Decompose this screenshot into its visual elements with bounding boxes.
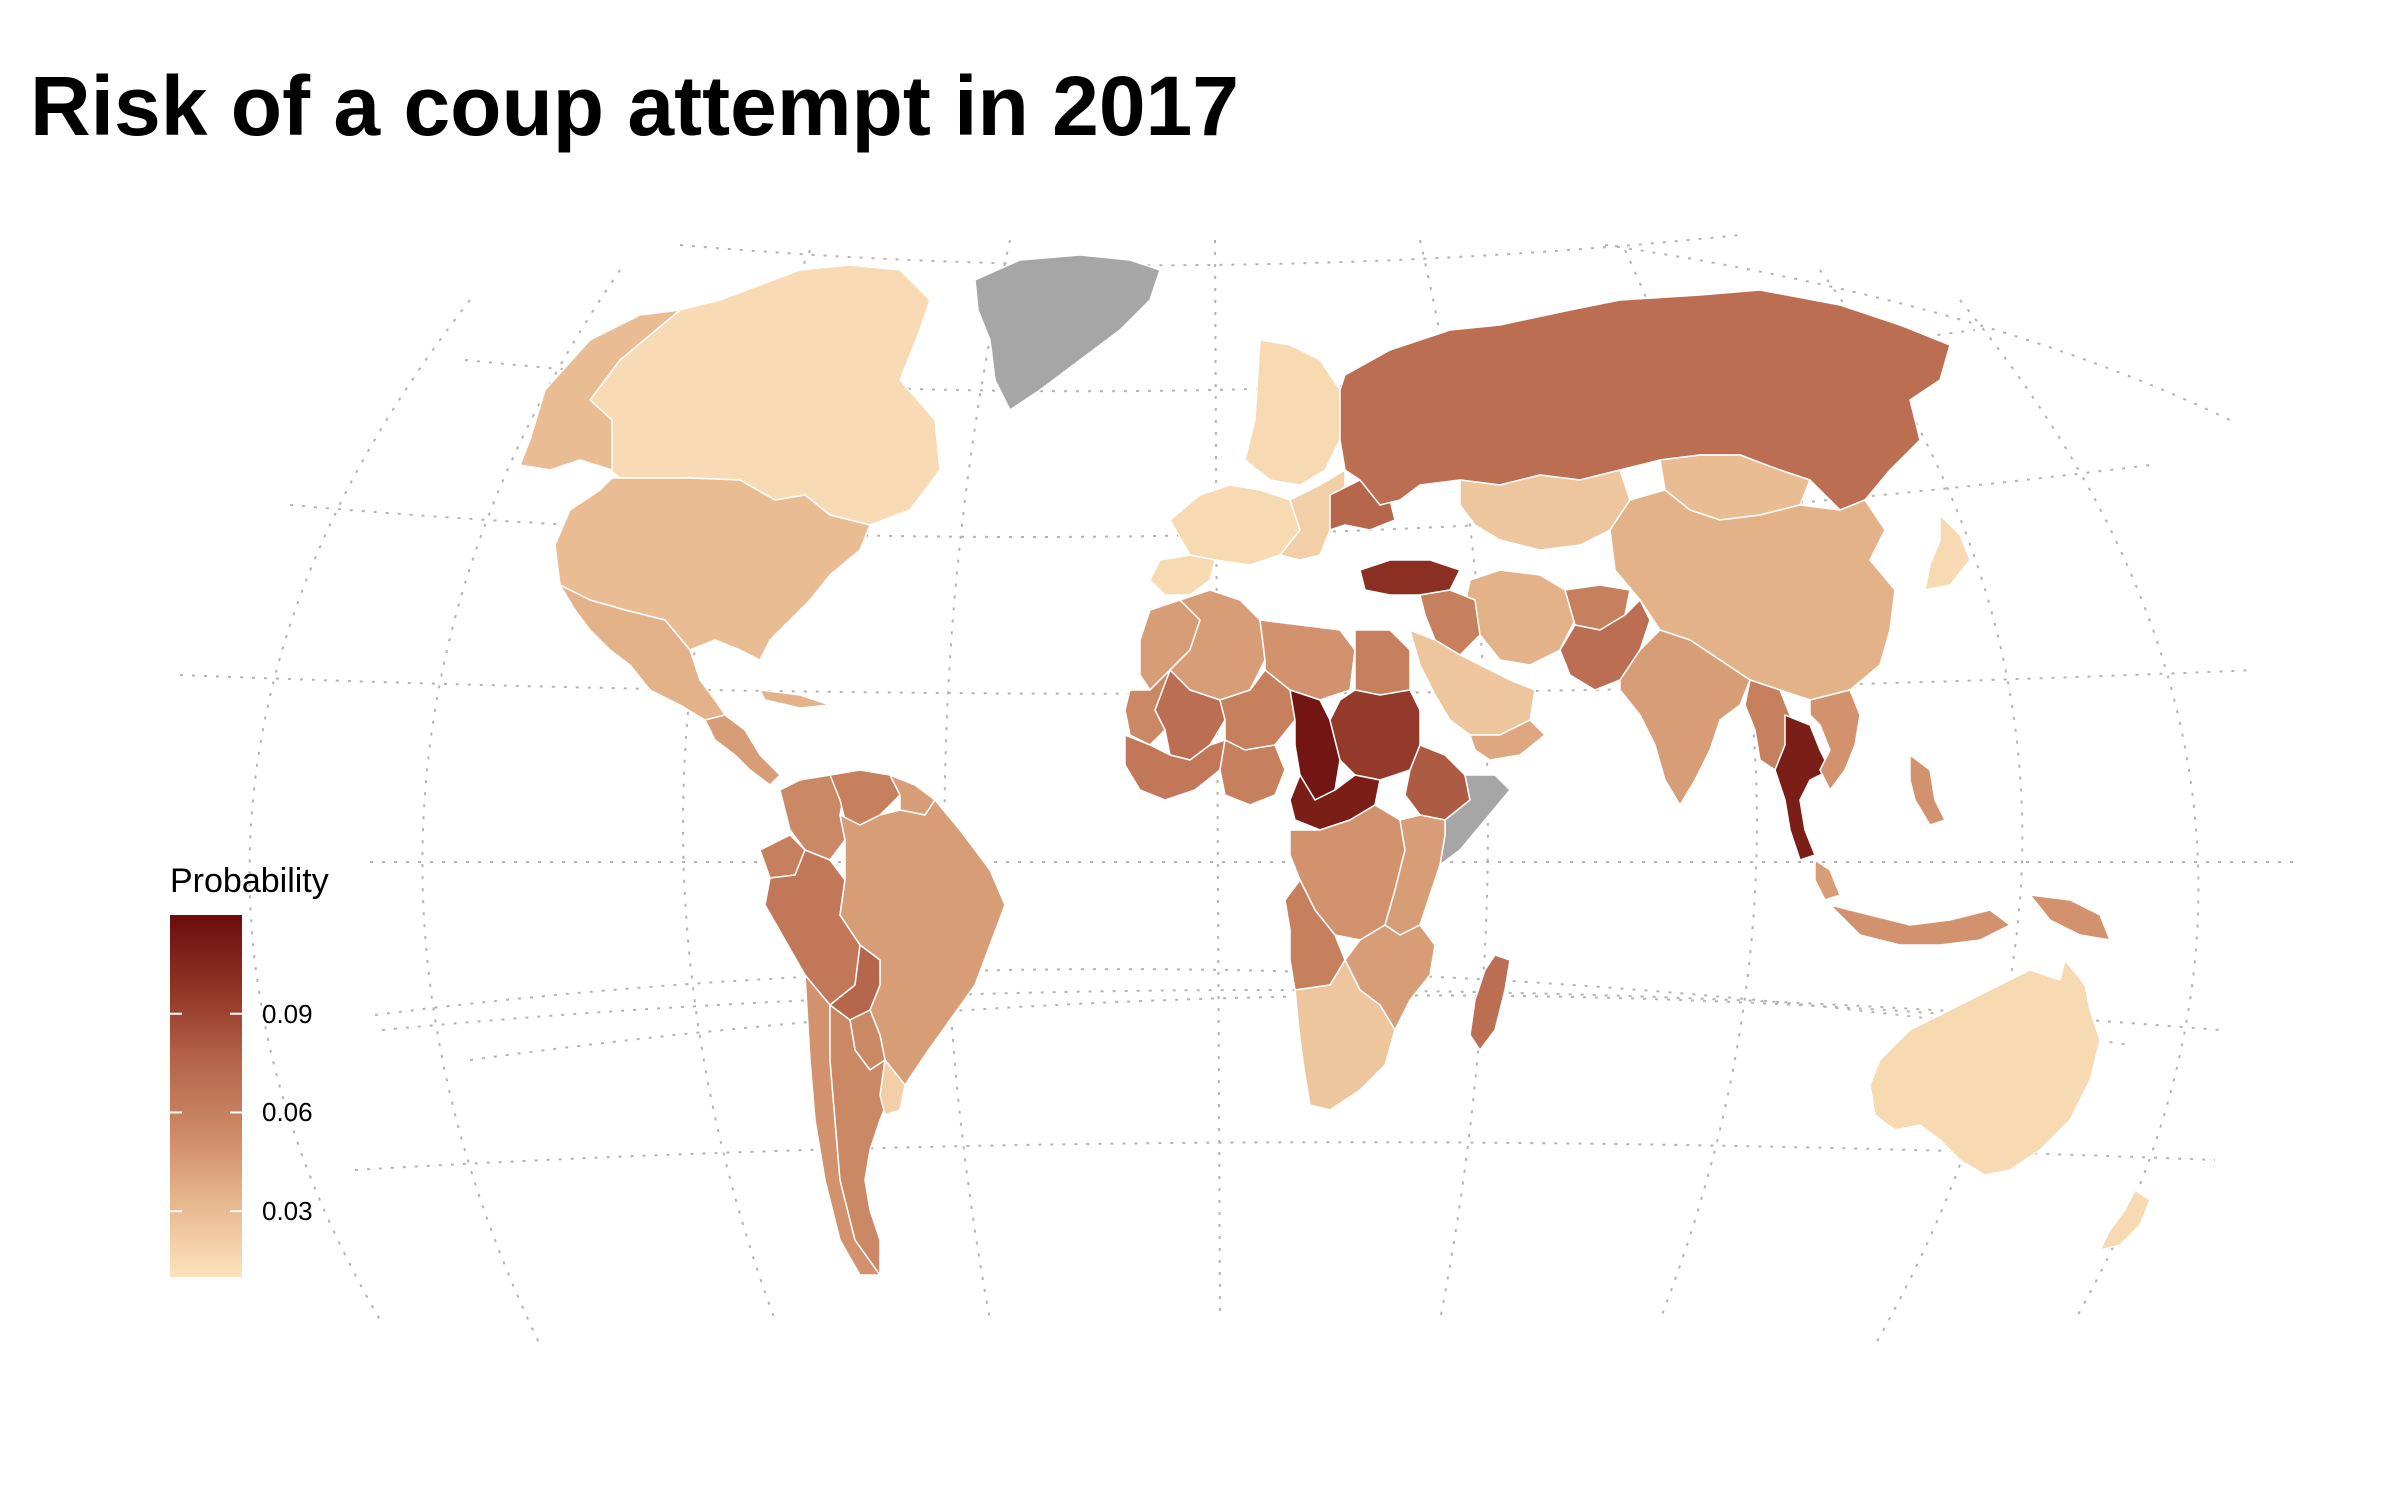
country-indonesia — [1829, 904, 2011, 946]
country-egypt — [1354, 629, 1411, 696]
countries-layer — [519, 254, 2151, 1276]
country-niger — [1219, 669, 1296, 751]
legend-colorbar — [170, 915, 242, 1277]
country-libya — [1259, 619, 1356, 701]
country-papua-new-guinea — [2029, 894, 2111, 941]
country-east-africa — [1384, 814, 1446, 936]
graticule-meridian — [1624, 249, 1758, 1321]
country-iraq-syria — [1419, 589, 1481, 656]
graticule-meridian — [1959, 299, 2200, 1321]
legend-title: Probability — [170, 862, 329, 900]
graticule-meridian — [248, 299, 471, 1321]
graticule-parallel — [354, 1141, 2216, 1171]
country-sudan — [1329, 689, 1421, 781]
country-alaska-usa — [519, 309, 681, 471]
country-india — [1619, 629, 1751, 806]
legend-tick-label: 0.06 — [262, 1097, 313, 1128]
country-yemen — [1469, 719, 1546, 761]
country-turkey — [1359, 559, 1461, 596]
country-new-zealand — [2099, 1189, 2151, 1251]
country-somalia — [1439, 774, 1511, 866]
country-australia — [1869, 959, 2101, 1176]
graticule-parallel — [374, 968, 2131, 1046]
country-mauritania — [1124, 669, 1171, 746]
country-thailand — [1774, 714, 1831, 861]
country-japan — [1924, 514, 1971, 591]
legend-ticks — [170, 1012, 242, 1213]
country-southern-africa — [1294, 959, 1396, 1111]
graticule-meridian — [943, 239, 1011, 1321]
country-russia — [1339, 289, 1951, 511]
country-malaysia — [1814, 859, 1841, 901]
country-greenland — [974, 254, 1161, 411]
legend-gradient — [170, 915, 242, 1277]
country-scandinavia — [1244, 339, 1341, 486]
country-central-america — [704, 714, 781, 786]
graticule-meridian — [1214, 239, 1221, 1321]
country-philippines — [1909, 754, 1946, 826]
country-uruguay — [879, 1059, 906, 1116]
legend-tick-label: 0.09 — [262, 998, 313, 1029]
country-indochina — [1809, 689, 1861, 791]
legend-tick-label: 0.03 — [262, 1196, 313, 1227]
graticule-parallel — [469, 994, 1961, 1061]
country-iran — [1464, 569, 1576, 666]
graticule-parallel — [679, 234, 1741, 267]
country-spain — [1149, 554, 1216, 596]
graticule-parallel — [464, 329, 1976, 393]
country-madagascar — [1469, 954, 1511, 1051]
country-usa — [554, 477, 871, 661]
graticule-meridian — [421, 269, 621, 1346]
country-argentina — [829, 1004, 891, 1276]
chart-title: Risk of a coup attempt in 2017 — [30, 59, 1239, 153]
country-cuba — [759, 689, 831, 709]
country-eastern-europe — [1279, 469, 1346, 561]
country-western-europe — [1169, 484, 1301, 566]
country-nigeria — [1219, 739, 1286, 806]
